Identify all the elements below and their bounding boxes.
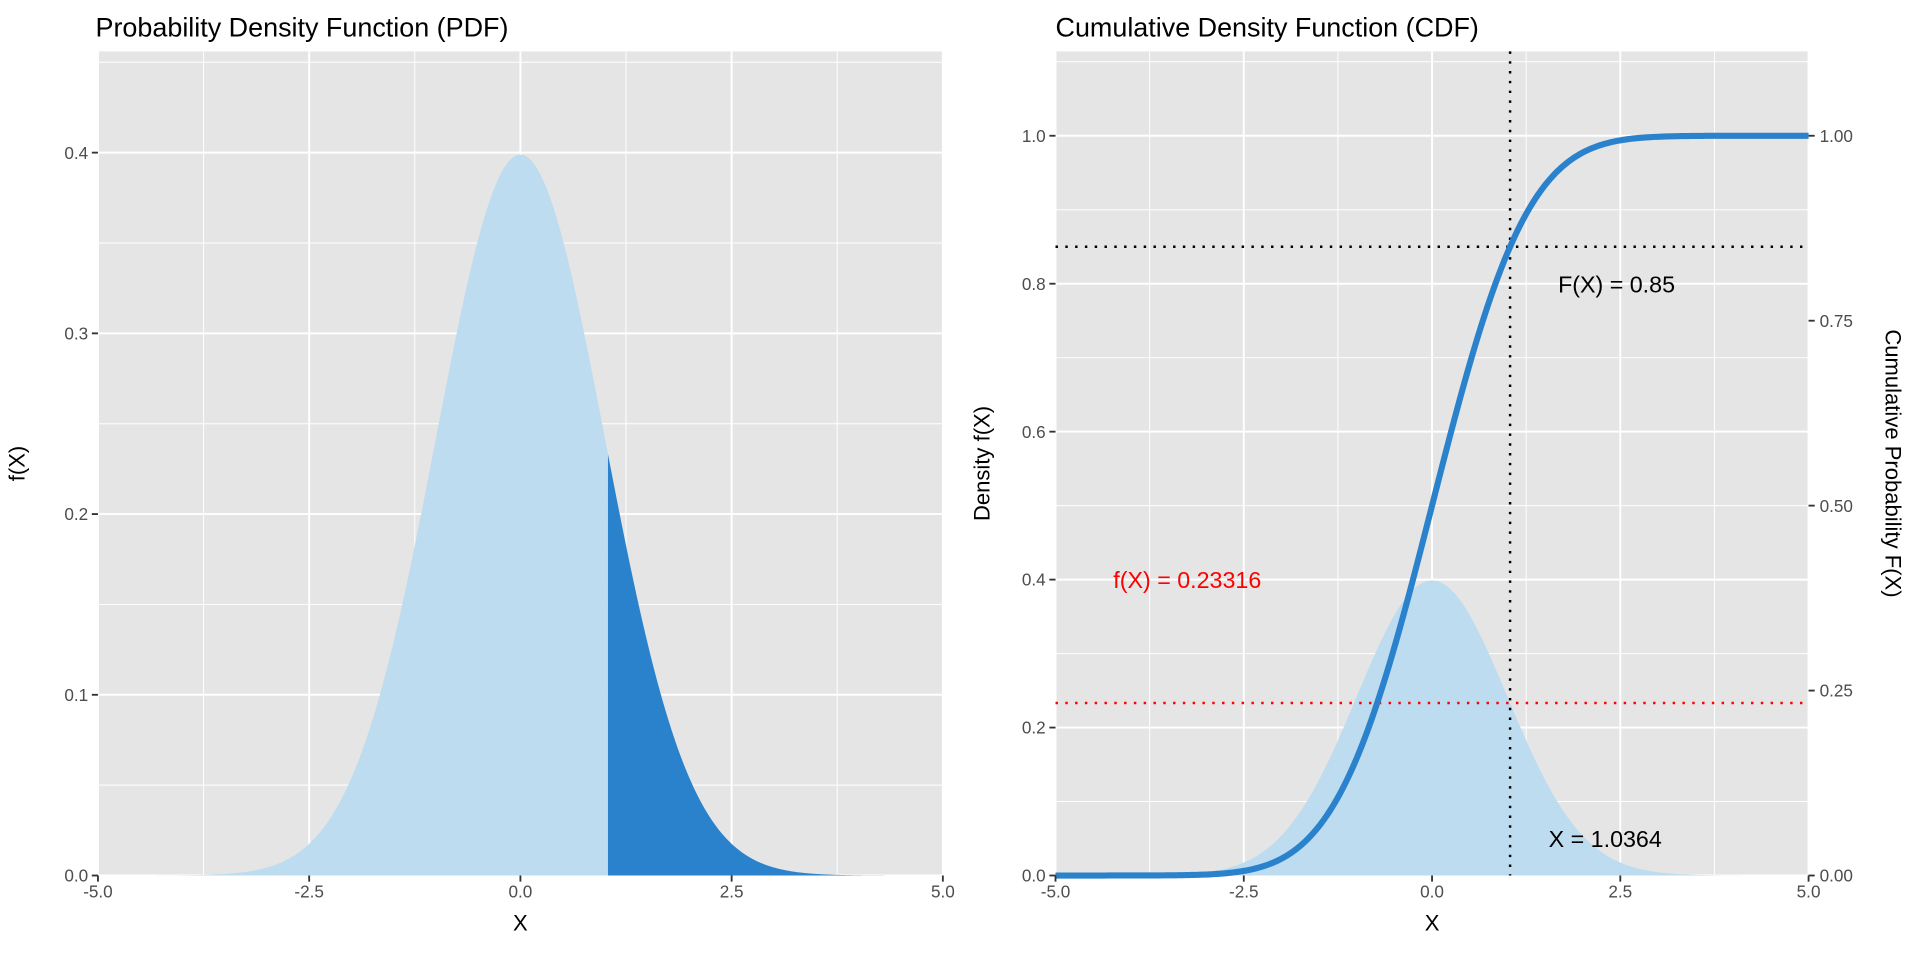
y-axis-title: f(X) (4, 446, 29, 482)
x-tick-label: -2.5 (1229, 882, 1259, 902)
x-tick-label: 5.0 (931, 882, 955, 902)
chart-title: Probability Density Function (PDF) (96, 13, 509, 43)
x-tick-label: -5.0 (83, 882, 113, 902)
y-tick-label: 0.4 (64, 143, 88, 163)
right-y-tick-label: 0.75 (1820, 311, 1853, 331)
y-tick-label: 1.0 (1022, 126, 1046, 146)
y-tick-label: 0.1 (64, 685, 88, 705)
x-axis-title: X (1425, 911, 1440, 936)
x-tick-label: -2.5 (294, 882, 324, 902)
y-tick-label: 0.3 (64, 323, 88, 343)
y-tick-label: 0.0 (1022, 866, 1046, 886)
annotation-label: X = 1.0364 (1549, 826, 1662, 852)
cdf-line (1055, 132, 1809, 879)
annotation-label: f(X) = 0.23316 (1113, 567, 1261, 593)
cdf-panel: F(X) = 0.85 f(X) = 0.23316 X = 1.0364 0.00 0… (969, 13, 1905, 936)
x-tick-label: 5.0 (1797, 882, 1821, 902)
y-tick-label: 0.0 (64, 866, 88, 886)
pdf-panel: -5.0 -2.5 0.0 2.5 5.0 0.0 0.1 0.2 0.3 0.4 Xf(X) Pro… (4, 13, 954, 936)
y-tick-label: 0.2 (64, 504, 88, 524)
pdf-area-unshaded (97, 154, 608, 876)
pdf-area-upper-tail (607, 454, 943, 876)
y-tick-label: 0.4 (1022, 570, 1046, 590)
y-axis-title: Density f(X) (969, 406, 994, 521)
y-tick-label: 0.8 (1022, 274, 1046, 294)
x-tick-label: 0.0 (509, 882, 533, 902)
right-y-tick-label: 1.00 (1820, 126, 1853, 146)
right-y-axis-title: Cumulative Probability F(X) (1881, 329, 1906, 597)
y-tick-label: 0.2 (1022, 718, 1046, 738)
right-y-tick-label: 0.00 (1820, 866, 1853, 886)
x-tick-label: 2.5 (720, 882, 744, 902)
pdf-area (1055, 580, 1809, 876)
chart-title: Cumulative Density Function (CDF) (1056, 13, 1479, 43)
x-tick-label: -5.0 (1041, 882, 1071, 902)
x-tick-label: 0.0 (1420, 882, 1444, 902)
x-axis-title: X (513, 911, 528, 936)
x-tick-label: 2.5 (1608, 882, 1632, 902)
right-y-tick-label: 0.50 (1820, 496, 1853, 516)
y-tick-label: 0.6 (1022, 422, 1046, 442)
right-y-tick-label: 0.25 (1820, 681, 1853, 701)
annotation-label: F(X) = 0.85 (1558, 271, 1675, 297)
